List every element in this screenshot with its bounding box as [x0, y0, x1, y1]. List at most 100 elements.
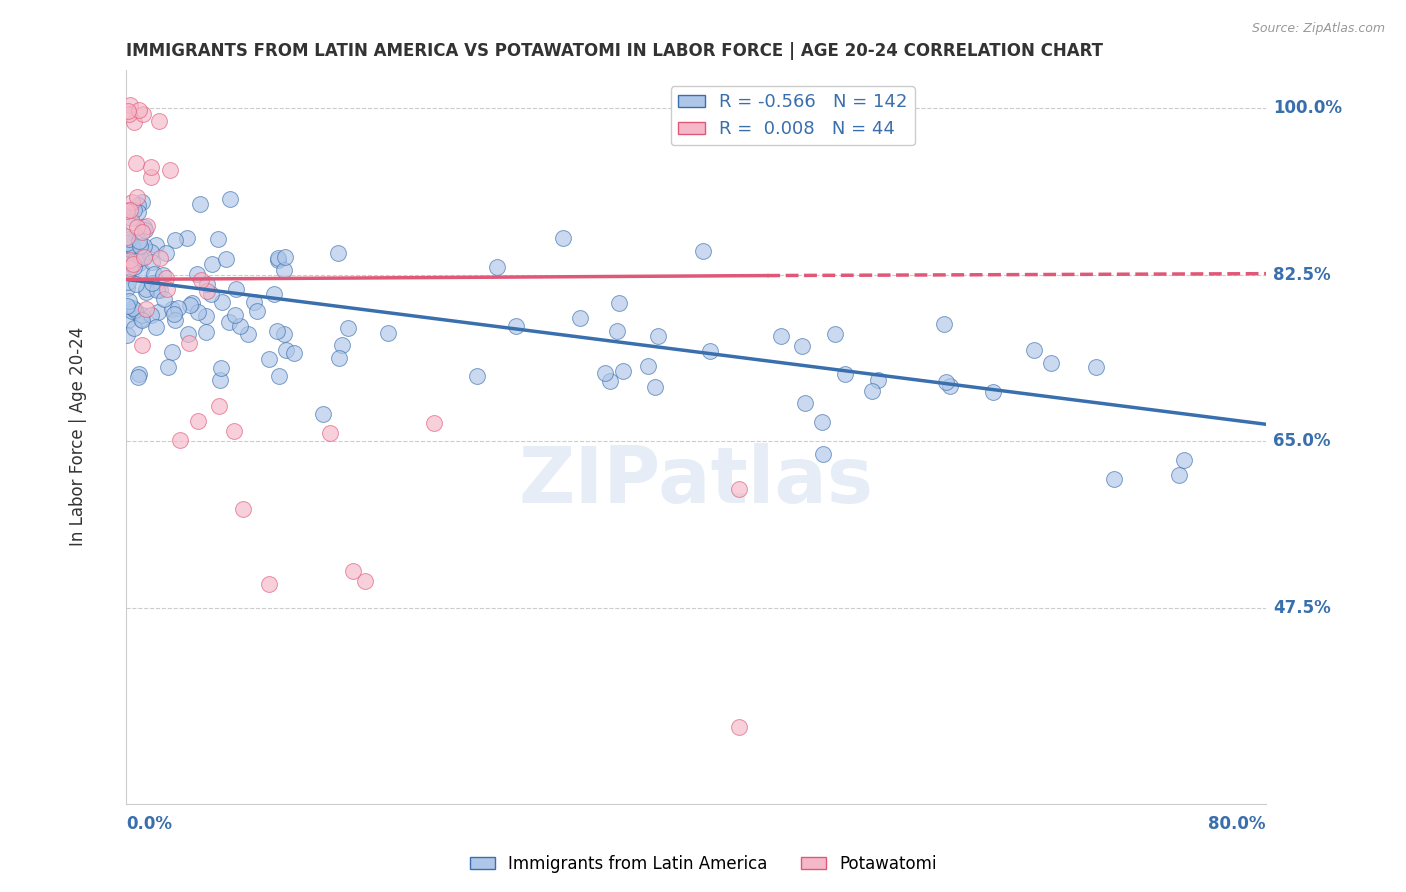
Point [176, 231, 198, 245]
Point [117, 276, 139, 290]
Point [824, 327, 846, 342]
Point [1084, 359, 1107, 374]
Point [127, 250, 149, 264]
Point [179, 298, 201, 312]
Point [121, 194, 143, 209]
Point [593, 367, 616, 381]
Point [120, 211, 142, 225]
Point [127, 204, 149, 219]
Point [727, 721, 749, 735]
Point [117, 241, 139, 255]
Point [127, 369, 149, 384]
Point [118, 252, 141, 267]
Point [179, 336, 201, 351]
Point [326, 246, 349, 260]
Point [606, 324, 628, 338]
Point [211, 294, 233, 309]
Point [145, 238, 167, 252]
Point [266, 324, 288, 338]
Text: In Labor Force | Age 20-24: In Labor Force | Age 20-24 [69, 327, 87, 546]
Point [139, 169, 162, 184]
Point [120, 256, 142, 270]
Point [599, 374, 621, 388]
Point [312, 407, 335, 421]
Point [246, 303, 269, 318]
Point [148, 305, 170, 319]
Point [128, 256, 150, 270]
Point [139, 309, 162, 323]
Point [124, 253, 146, 268]
Point [122, 257, 145, 271]
Point [186, 267, 208, 281]
Point [727, 482, 749, 496]
Point [134, 250, 156, 264]
Point [118, 261, 141, 276]
Point [157, 359, 180, 374]
Point [207, 232, 229, 246]
Point [834, 367, 856, 381]
Point [131, 338, 153, 352]
Point [117, 313, 139, 327]
Point [124, 247, 146, 261]
Point [122, 301, 145, 315]
Point [232, 501, 254, 516]
Point [328, 351, 350, 366]
Point [146, 283, 169, 297]
Point [505, 319, 527, 334]
Text: 47.5%: 47.5% [1272, 599, 1331, 617]
Point [342, 564, 364, 578]
Point [117, 203, 139, 218]
Point [141, 254, 163, 268]
Point [219, 193, 242, 207]
Point [166, 301, 188, 316]
Point [981, 384, 1004, 399]
Point [152, 268, 174, 282]
Point [195, 277, 218, 291]
Point [118, 107, 141, 121]
Point [318, 425, 340, 440]
Point [181, 296, 204, 310]
Point [935, 376, 957, 390]
Point [143, 267, 166, 281]
Point [141, 276, 163, 290]
Point [128, 367, 150, 381]
Point [160, 302, 183, 317]
Point [187, 304, 209, 318]
Point [1104, 472, 1126, 486]
Point [792, 338, 814, 352]
Point [195, 309, 218, 323]
Point [209, 361, 232, 376]
Point [423, 416, 446, 430]
Point [200, 286, 222, 301]
Point [159, 163, 181, 178]
Point [644, 380, 666, 394]
Point [263, 287, 285, 301]
Point [208, 399, 231, 413]
Point [125, 190, 148, 204]
Point [811, 415, 834, 429]
Text: Source: ZipAtlas.com: Source: ZipAtlas.com [1251, 22, 1385, 36]
Point [860, 384, 883, 399]
Point [267, 253, 290, 268]
Text: 82.5%: 82.5% [1272, 266, 1330, 284]
Point [177, 327, 200, 342]
Point [770, 329, 793, 343]
Point [187, 414, 209, 428]
Point [259, 351, 281, 366]
Point [269, 369, 291, 384]
Point [190, 273, 212, 287]
Point [932, 317, 955, 331]
Point [129, 252, 152, 266]
Point [257, 577, 280, 591]
Point [117, 299, 139, 313]
Point [1024, 343, 1046, 357]
Point [163, 307, 186, 321]
Point [156, 282, 179, 296]
Point [121, 304, 143, 318]
Point [131, 225, 153, 239]
Point [117, 281, 139, 295]
Point [129, 263, 152, 277]
Point [118, 252, 141, 266]
Point [163, 233, 186, 247]
Point [169, 433, 191, 447]
